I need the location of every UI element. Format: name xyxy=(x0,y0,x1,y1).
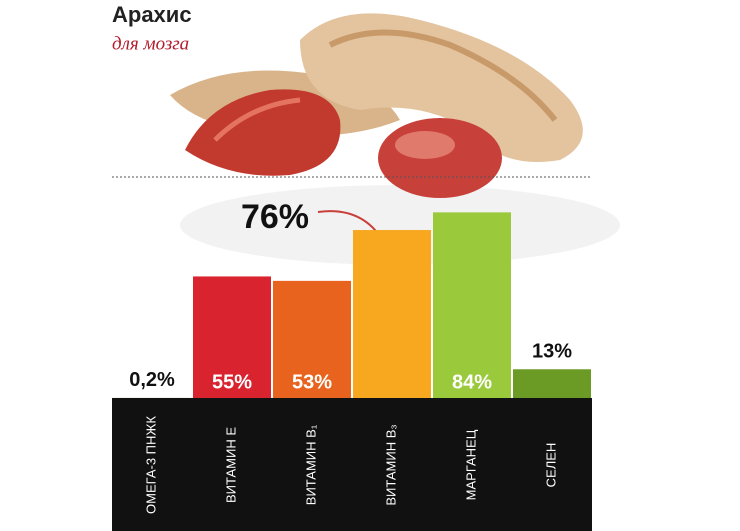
value-label: 76% xyxy=(241,198,309,236)
value-label: 53% xyxy=(292,371,332,393)
x-tick-label: СЕЛЕН xyxy=(543,443,558,488)
value-label: 13% xyxy=(532,341,572,363)
bar xyxy=(193,276,271,398)
x-tick-label: ВИТАМИН В₃ xyxy=(383,424,398,505)
bar xyxy=(353,230,431,398)
bar xyxy=(273,280,351,398)
chart-subtitle: для мозга xyxy=(112,33,189,54)
peanut-illustration xyxy=(112,13,620,265)
x-tick-label: МАРГАНЕЦ xyxy=(463,429,478,500)
x-tick-label: ОМЕГА-3 ПНЖК xyxy=(143,416,158,514)
x-tick-label: ВИТАМИН Е xyxy=(223,427,238,503)
bar xyxy=(513,369,591,398)
value-label: 55% xyxy=(212,371,252,393)
chart-title: Арахис xyxy=(112,2,192,27)
value-label: 0,2% xyxy=(129,369,175,391)
x-tick-label: ВИТАМИН В₁ xyxy=(303,424,318,505)
bar xyxy=(433,212,511,398)
value-label: 84% xyxy=(452,371,492,393)
category-band xyxy=(112,398,592,531)
